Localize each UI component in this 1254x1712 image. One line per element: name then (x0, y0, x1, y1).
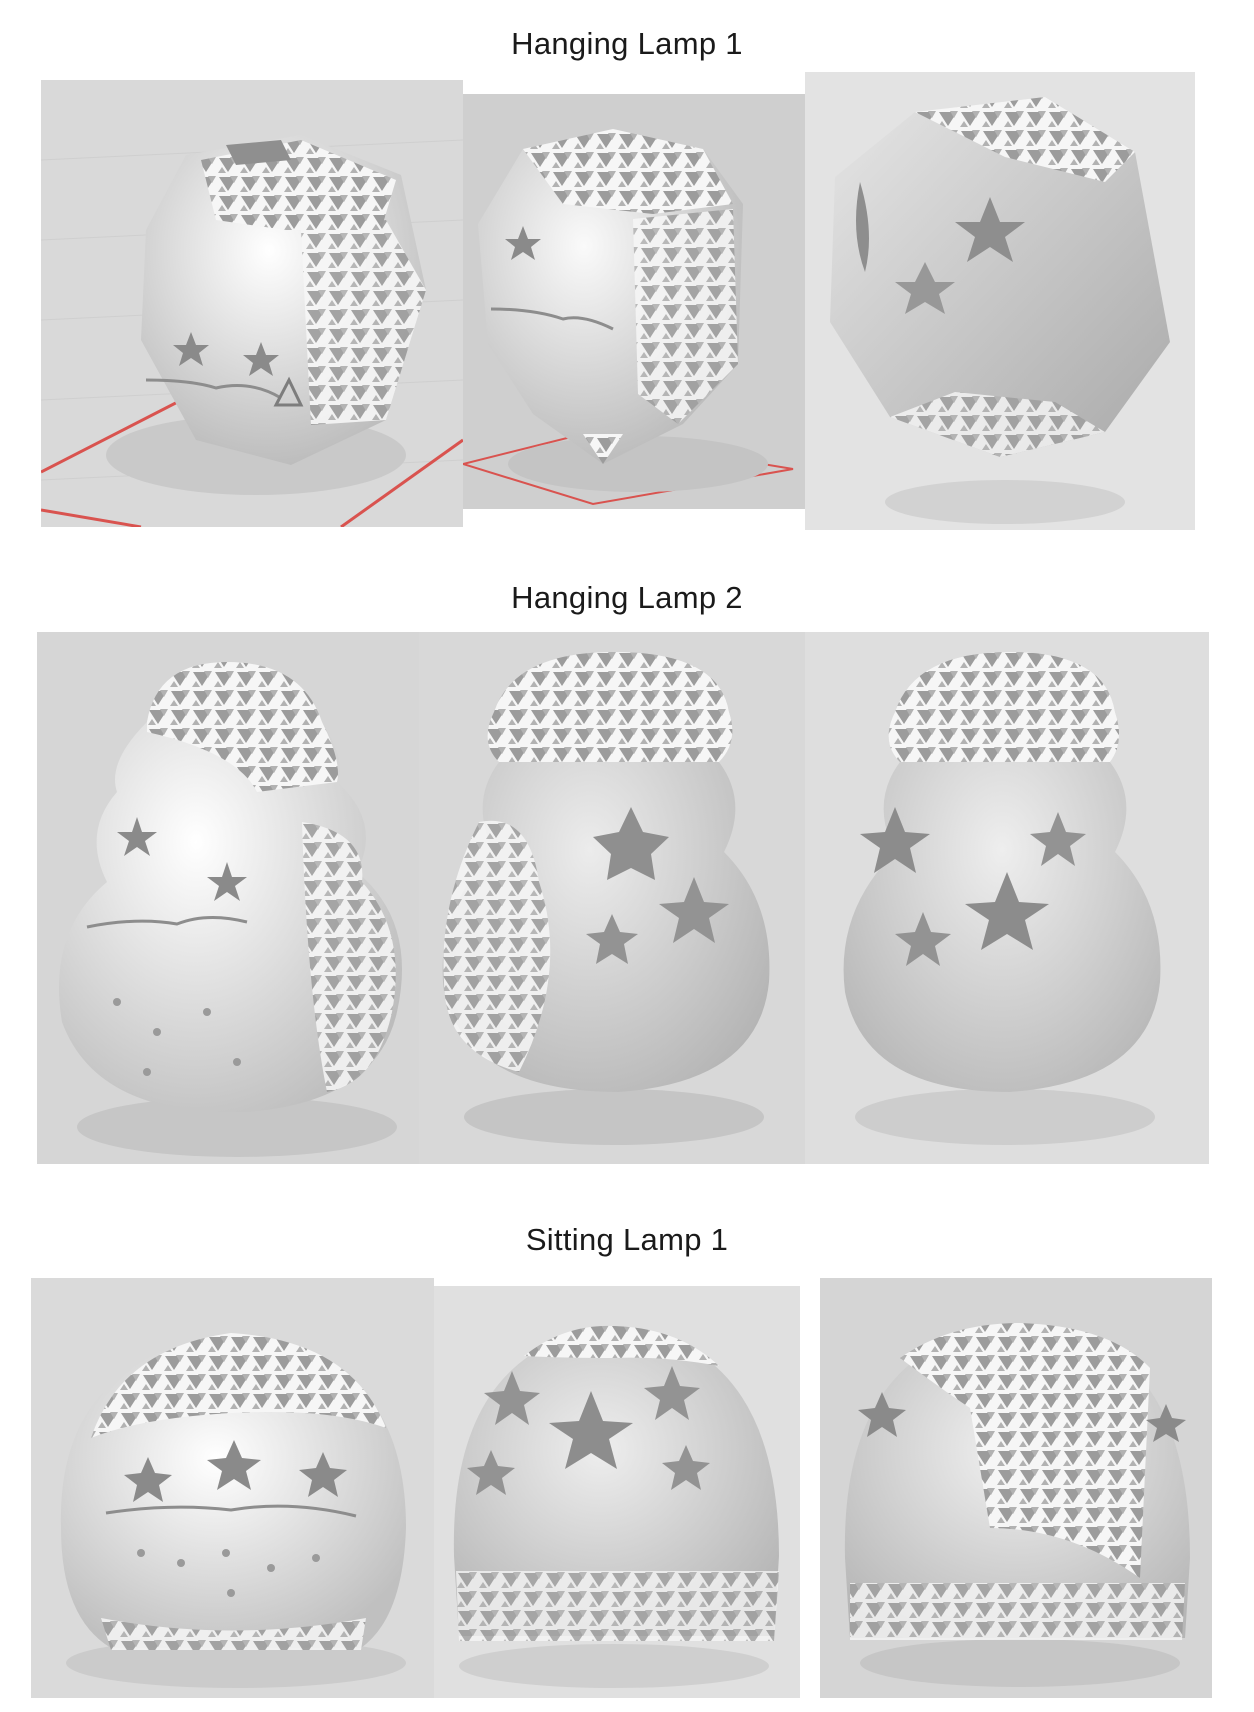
render-hanging-lamp-2-view-3 (805, 632, 1209, 1164)
polyhedron-lamp-image (805, 72, 1195, 530)
render-hanging-lamp-1-view-3 (805, 72, 1195, 530)
gourd-lamp-image (419, 632, 805, 1164)
section-title-sitting-lamp-1: Sitting Lamp 1 (525, 1222, 729, 1257)
render-hanging-lamp-2-view-1 (37, 632, 419, 1164)
polyhedron-lamp-image (41, 80, 463, 527)
render-hanging-lamp-2-view-2 (419, 632, 805, 1164)
dome-lamp-image (434, 1286, 800, 1698)
render-hanging-lamp-1-view-2 (463, 94, 805, 509)
dome-lamp-image (820, 1278, 1212, 1698)
render-sitting-lamp-1-view-1 (31, 1278, 434, 1698)
gourd-lamp-image (37, 632, 419, 1164)
section-title-hanging-lamp-1: Hanging Lamp 1 (511, 26, 743, 61)
dome-lamp-image (31, 1278, 434, 1698)
polyhedron-lamp-image (463, 94, 805, 509)
section-title-hanging-lamp-2: Hanging Lamp 2 (511, 580, 743, 615)
render-sitting-lamp-1-view-3 (820, 1278, 1212, 1698)
render-hanging-lamp-1-view-1 (41, 80, 463, 527)
gourd-lamp-image (805, 632, 1209, 1164)
render-sitting-lamp-1-view-2 (434, 1286, 800, 1698)
